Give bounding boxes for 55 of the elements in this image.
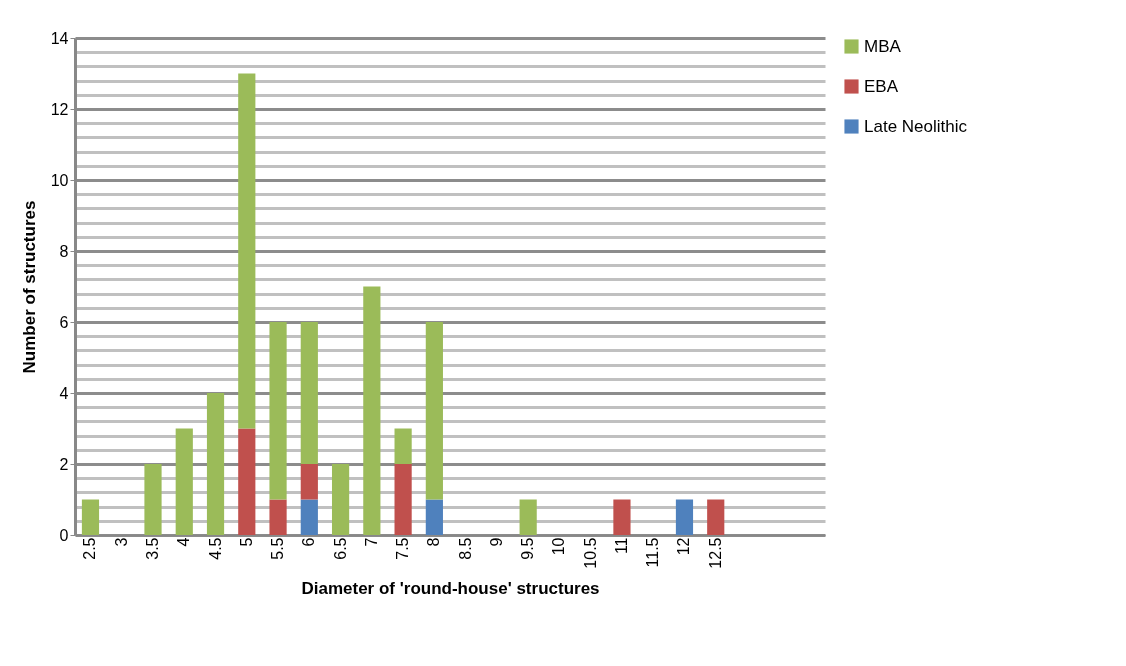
x-axis-title: Diameter of 'round-house' structures (301, 578, 600, 598)
y-tick-label: 4 (59, 384, 69, 402)
x-tick-label: 6 (300, 537, 318, 547)
bar (175, 428, 193, 535)
bar (238, 428, 256, 535)
x-tick-label: 8.5 (456, 537, 474, 560)
x-tick-label: 10.5 (581, 537, 599, 569)
bar (331, 464, 350, 535)
bar (269, 499, 287, 535)
legend-label: EBA (864, 76, 899, 96)
bar (206, 393, 225, 535)
legend-label: Late Neolithic (864, 116, 968, 136)
bar (519, 499, 537, 535)
y-axis-title: Number of structures (19, 200, 39, 374)
bar (363, 286, 381, 535)
bar (613, 499, 631, 535)
x-tick-label: 5 (237, 537, 255, 547)
x-tick-label: 6.5 (331, 537, 349, 560)
bar (425, 499, 443, 535)
x-tick-label: 7 (362, 537, 380, 547)
y-tick-label: 8 (59, 242, 69, 260)
bar (394, 464, 412, 535)
x-tick-label: 4 (175, 537, 193, 547)
x-tick-label: 11 (612, 537, 630, 555)
x-tick-label: 10 (550, 537, 568, 556)
x-tick-label: 2.5 (81, 537, 99, 560)
bar (300, 499, 318, 535)
bar (675, 499, 694, 535)
y-tick-label: 6 (59, 313, 69, 331)
x-tick-label: 8 (425, 537, 443, 547)
bar (300, 464, 318, 500)
bar (269, 322, 287, 500)
y-tick-label: 0 (59, 526, 69, 544)
y-tick-label: 14 (50, 29, 69, 47)
y-tick-label: 12 (50, 100, 69, 118)
x-tick-label: 3 (112, 537, 130, 547)
bar (707, 499, 725, 535)
bar (238, 73, 256, 429)
bar (81, 499, 100, 535)
bar (394, 428, 412, 464)
x-tick-label: 7.5 (394, 537, 412, 560)
x-tick-label: 5.5 (269, 537, 287, 560)
bar (144, 464, 162, 535)
y-tick-label: 10 (50, 171, 69, 189)
x-tick-label: 9 (487, 537, 505, 547)
x-tick-label: 4.5 (206, 537, 224, 560)
x-tick-label: 3.5 (144, 537, 161, 560)
x-tick-label: 11.5 (644, 537, 662, 568)
x-tick-label: 9.5 (519, 537, 537, 560)
y-tick-label: 2 (59, 455, 69, 473)
bar (300, 322, 318, 464)
legend-label: MBA (864, 36, 902, 56)
bar (425, 322, 443, 500)
x-tick-label: 12 (675, 537, 693, 556)
x-tick-label: 12.5 (706, 537, 724, 569)
